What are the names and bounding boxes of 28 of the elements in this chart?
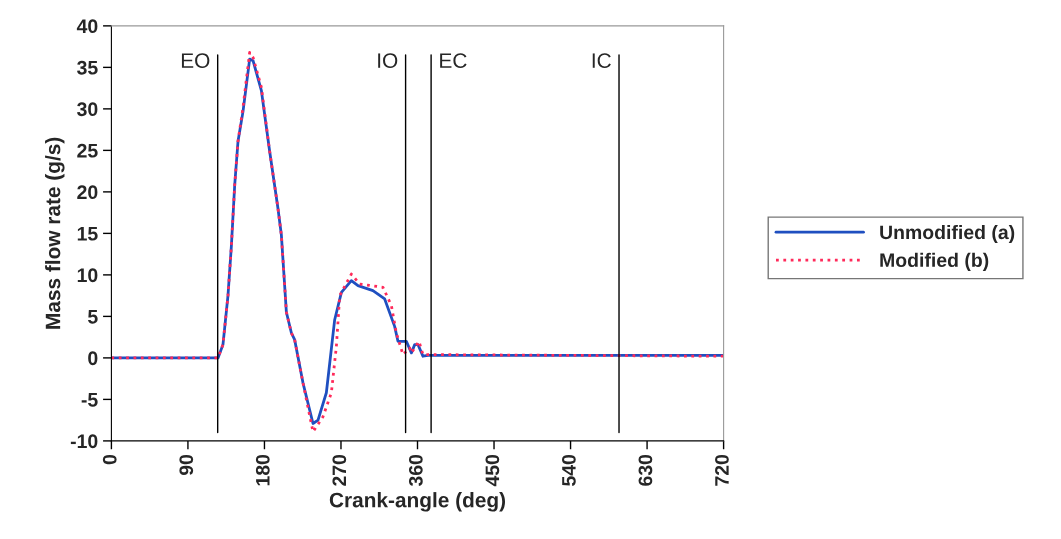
legend-label: Modified (b) — [880, 252, 989, 271]
y-tick-label: 25 — [77, 143, 98, 158]
x-tick-label: 0 — [102, 454, 117, 465]
x-tick-label: 270 — [332, 454, 347, 486]
y-axis-title: Mass flow rate (g/s) — [45, 137, 65, 329]
y-tick-label: 0 — [88, 351, 98, 366]
x-tick-label: 630 — [638, 454, 653, 486]
y-tick-label: 10 — [77, 268, 98, 283]
ref-line-label: EC — [440, 53, 467, 68]
ref-line-label: IO — [378, 53, 398, 68]
legend-label: Unmodified (a) — [880, 224, 1015, 244]
y-tick-label: 35 — [77, 60, 98, 75]
x-axis-title: Crank-angle (deg) — [329, 492, 506, 512]
y-tick-label: 15 — [77, 227, 98, 241]
ref-line-label: IC — [592, 53, 611, 68]
x-tick-label: 90 — [179, 454, 194, 476]
y-tick-label: 20 — [77, 185, 98, 200]
x-tick-label: 360 — [408, 454, 423, 487]
y-tick-label: 5 — [88, 310, 98, 324]
y-tick-label: 40 — [76, 19, 98, 34]
y-tick-label: -10 — [70, 434, 98, 449]
x-tick-label: 720 — [715, 454, 729, 486]
x-tick-label: 450 — [485, 454, 500, 487]
ref-line-label: EO — [181, 53, 210, 68]
x-tick-label: 180 — [255, 454, 270, 486]
y-tick-label: 30 — [77, 102, 98, 117]
y-tick-label: -5 — [81, 393, 98, 407]
x-tick-label: 540 — [562, 454, 576, 486]
